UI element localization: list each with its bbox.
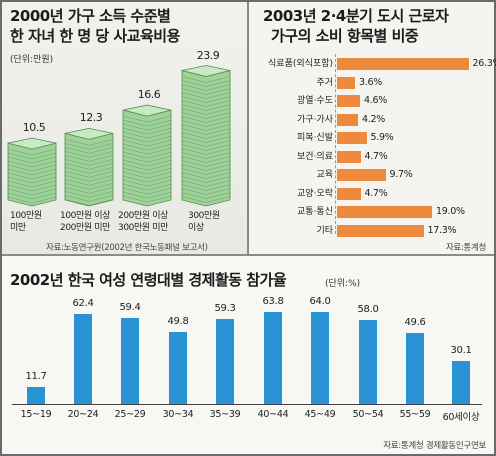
category-axis-line xyxy=(335,54,336,234)
education-cost-title-line2: 한 자녀 한 명 당 사교육비용 xyxy=(10,27,180,45)
vbar-category-label: 50~54 xyxy=(352,409,384,420)
consumption-title-line2: 가구의 소비 항목별 비중 xyxy=(271,27,419,45)
stack-bar xyxy=(122,104,172,207)
vbar-bar xyxy=(169,332,187,404)
stack-value-label: 10.5 xyxy=(22,121,46,135)
vbar-bar xyxy=(264,312,282,404)
stack-value-label: 23.9 xyxy=(196,48,220,62)
vbar-value-label: 64.0 xyxy=(309,295,331,307)
vbar-category-label: 35~39 xyxy=(209,409,241,420)
participation-title: 2002년 한국 여성 연령대별 경제활동 참가율 xyxy=(10,271,287,289)
stack-value-label: 12.3 xyxy=(79,111,103,125)
hbar-category-label: 광열·수도 xyxy=(297,96,333,106)
vbar-bar xyxy=(452,360,470,404)
stack-bar xyxy=(64,127,114,207)
vbar-value-label: 63.8 xyxy=(262,296,284,308)
education-cost-source: 자료:노동연구원(2002년 한국노동패널 보고서) xyxy=(46,243,208,253)
hbar-category-label: 교육 xyxy=(316,170,333,180)
education-cost-title-line1: 2000년 가구 소득 수준별 xyxy=(10,7,171,25)
vbar-bar xyxy=(406,332,424,404)
hbar-category-label: 식료품(외식포함) xyxy=(268,59,333,69)
vbar-bar xyxy=(216,318,234,404)
hbar-value-label: 9.7% xyxy=(389,169,413,180)
consumption-share-panel: 2003년 2·4분기 도시 근로자 가구의 소비 항목별 비중 식료품(외식포… xyxy=(249,2,496,256)
education-cost-stacks xyxy=(7,65,231,207)
hbar-bar xyxy=(337,187,361,200)
hbar-category-label: 피복·신발 xyxy=(297,133,333,143)
hbar-bar xyxy=(337,76,355,89)
hbar-bar xyxy=(337,58,469,70)
vbar-bar xyxy=(121,318,139,404)
vbar-value-label: 59.4 xyxy=(119,302,141,314)
hbar-bar xyxy=(337,169,386,181)
vbar-value-label: 62.4 xyxy=(72,298,94,310)
consumption-source: 자료:통계청 xyxy=(445,243,486,253)
hbar-value-label: 19.0% xyxy=(436,206,465,217)
vbar-category-label: 40~44 xyxy=(257,409,289,420)
vbar-category-label: 25~29 xyxy=(114,409,146,420)
hbar-value-label: 17.3% xyxy=(427,224,457,236)
vbar-value-label: 11.7 xyxy=(25,371,47,383)
stack-category-label: 200만원 이상 300만원 미만 xyxy=(118,211,168,233)
hbar-value-label: 4.7% xyxy=(364,150,388,162)
hbar-category-label: 기타 xyxy=(316,225,333,236)
participation-x-axis xyxy=(12,404,482,405)
stack-bar xyxy=(7,137,57,207)
stack-value-label: 16.6 xyxy=(137,88,161,102)
vbar-bar xyxy=(74,314,92,404)
stack-category-label: 100만원 미만 xyxy=(10,211,42,233)
hbar-category-label: 보건·의료 xyxy=(297,151,333,162)
vbar-category-label: 20~24 xyxy=(67,409,99,420)
hbar-bar xyxy=(337,132,367,144)
hbar-category-label: 가구·가사 xyxy=(297,114,333,125)
vbar-bar xyxy=(359,320,377,404)
vbar-value-label: 49.8 xyxy=(167,316,189,328)
vbar-category-label: 15~19 xyxy=(20,409,52,420)
vbar-bar xyxy=(27,387,45,404)
participation-panel: 2002년 한국 여성 연령대별 경제활동 참가율 (단위:%) 11.7 15~… xyxy=(2,256,494,454)
participation-source: 자료:통계청 경제활동인구연보 xyxy=(383,441,486,451)
stack-bar xyxy=(181,65,231,207)
vbar-bar xyxy=(311,311,329,404)
hbar-value-label: 4.6% xyxy=(364,95,387,106)
hbar-value-label: 4.7% xyxy=(364,187,388,199)
hbar-bar xyxy=(337,224,424,237)
hbar-bar xyxy=(337,95,360,107)
hbar-bar xyxy=(337,113,358,126)
vbar-category-label: 55~59 xyxy=(399,409,431,420)
vbar-value-label: 30.1 xyxy=(450,344,472,356)
hbar-bar xyxy=(337,150,361,163)
participation-unit: (단위:%) xyxy=(325,279,361,289)
vbar-category-label: 45~49 xyxy=(304,409,336,420)
education-cost-panel: 2000년 가구 소득 수준별 한 자녀 한 명 당 사교육비용 (단위:만원)… xyxy=(2,2,249,256)
hbar-category-label: 교양·오락 xyxy=(297,188,333,199)
hbar-value-label: 3.6% xyxy=(359,76,382,88)
vbar-value-label: 58.0 xyxy=(357,304,379,316)
education-cost-unit: (단위:만원) xyxy=(10,55,54,65)
hbar-value-label: 5.9% xyxy=(370,132,394,143)
hbar-bar xyxy=(337,206,432,218)
vbar-value-label: 59.3 xyxy=(214,302,236,314)
hbar-category-label: 주거 xyxy=(316,77,333,88)
hbar-value-label: 4.2% xyxy=(362,113,385,125)
hbar-value-label: 26.3% xyxy=(472,58,496,69)
hbar-category-label: 교통·통신 xyxy=(297,207,333,217)
consumption-title-line1: 2003년 2·4분기 도시 근로자 xyxy=(263,7,449,25)
stack-category-label: 100만원 이상 200만원 미만 xyxy=(60,211,110,233)
vbar-value-label: 49.6 xyxy=(404,316,426,328)
vbar-category-label: 30~34 xyxy=(162,409,194,420)
stack-category-label: 300만원 이상 xyxy=(188,211,220,233)
vbar-category-label: 60세이상 xyxy=(442,412,480,423)
